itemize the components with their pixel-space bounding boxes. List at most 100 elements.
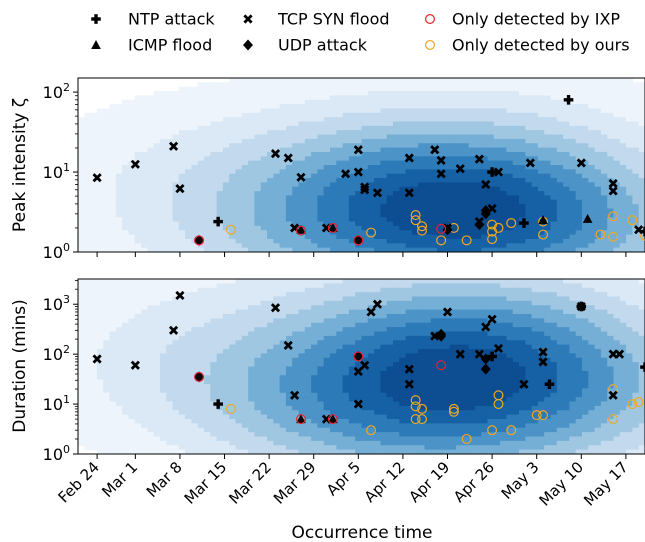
- density-cell: [500, 309, 507, 315]
- density-cell: [103, 230, 111, 236]
- density-cell: [191, 182, 199, 188]
- density-cell: [619, 230, 627, 236]
- density-cell: [525, 78, 533, 83]
- density-cell: [563, 112, 570, 118]
- density-cell: [512, 78, 520, 83]
- density-cell: [273, 217, 281, 223]
- density-cell: [500, 108, 507, 114]
- density-cell: [311, 82, 318, 88]
- density-cell: [405, 112, 413, 118]
- density-cell: [166, 95, 174, 101]
- density-cell: [487, 292, 495, 298]
- density-cell: [355, 130, 363, 136]
- density-cell: [311, 238, 318, 244]
- density-cell: [613, 169, 621, 175]
- density-cell: [569, 169, 577, 175]
- density-cell: [525, 335, 533, 341]
- density-cell: [78, 143, 85, 149]
- density-cell: [311, 305, 318, 311]
- density-cell: [582, 309, 589, 315]
- density-cell: [204, 104, 211, 110]
- density-cell: [128, 243, 136, 249]
- density-cell: [235, 292, 243, 298]
- density-cell: [115, 112, 123, 118]
- density-cell: [380, 305, 388, 311]
- density-cell: [292, 86, 300, 92]
- density-cell: [336, 217, 344, 223]
- density-cell: [531, 104, 539, 110]
- density-cell: [159, 296, 167, 302]
- density-cell: [563, 300, 570, 306]
- density-cell: [569, 300, 577, 306]
- density-cell: [178, 199, 186, 205]
- density-cell: [185, 151, 192, 157]
- density-cell: [159, 208, 167, 214]
- density-cell: [323, 125, 331, 131]
- density-cell: [512, 327, 520, 333]
- density-cell: [367, 230, 375, 236]
- density-cell: [474, 165, 482, 170]
- density-cell: [78, 279, 85, 284]
- density-cell: [550, 327, 558, 333]
- density-cell: [134, 305, 142, 311]
- y-tick-label: 102: [43, 81, 70, 102]
- density-cell: [235, 95, 243, 101]
- density-cell: [506, 178, 514, 183]
- density-cell: [638, 305, 645, 311]
- density-cell: [462, 78, 470, 83]
- density-cell: [638, 322, 645, 328]
- density-cell: [292, 287, 300, 293]
- density-cell: [323, 208, 331, 214]
- density-cell: [292, 182, 300, 188]
- density-cell: [292, 151, 300, 157]
- density-cell: [430, 287, 438, 293]
- density-cell: [229, 186, 237, 192]
- density-cell: [619, 300, 627, 306]
- density-cell: [456, 143, 463, 149]
- density-cell: [122, 279, 129, 284]
- density-cell: [317, 143, 325, 149]
- density-cell: [267, 230, 274, 236]
- density-cell: [185, 225, 192, 231]
- density-cell: [569, 212, 577, 218]
- density-cell: [575, 217, 583, 223]
- density-cell: [153, 169, 161, 175]
- density-cell: [122, 292, 129, 298]
- density-cell: [78, 117, 85, 123]
- density-cell: [84, 340, 92, 346]
- density-cell: [374, 138, 381, 144]
- density-cell: [229, 279, 237, 284]
- density-cell: [582, 204, 589, 210]
- density-cell: [304, 104, 312, 110]
- density-cell: [600, 125, 608, 131]
- density-cell: [626, 138, 633, 144]
- density-cell: [323, 78, 331, 83]
- density-cell: [569, 125, 577, 131]
- density-cell: [462, 340, 470, 346]
- density-cell: [367, 191, 375, 197]
- density-cell: [512, 292, 520, 298]
- density-cell: [279, 186, 287, 192]
- density-cell: [298, 169, 306, 175]
- density-cell: [317, 234, 325, 240]
- density-cell: [481, 243, 489, 249]
- density-cell: [582, 300, 589, 306]
- density-cell: [468, 234, 476, 240]
- density-cell: [500, 186, 507, 192]
- density-cell: [197, 91, 205, 96]
- density-cell: [512, 104, 520, 110]
- density-cell: [185, 104, 192, 110]
- density-cell: [474, 327, 482, 333]
- density-cell: [355, 230, 363, 236]
- density-cell: [456, 287, 463, 293]
- density-cell: [613, 322, 621, 328]
- density-cell: [134, 344, 142, 350]
- density-cell: [550, 173, 558, 179]
- density-cell: [166, 314, 174, 319]
- density-cell: [399, 225, 407, 231]
- density-cell: [500, 238, 507, 244]
- density-cell: [153, 309, 161, 315]
- density-cell: [210, 279, 218, 284]
- density-cell: [506, 160, 514, 166]
- density-cell: [147, 225, 155, 231]
